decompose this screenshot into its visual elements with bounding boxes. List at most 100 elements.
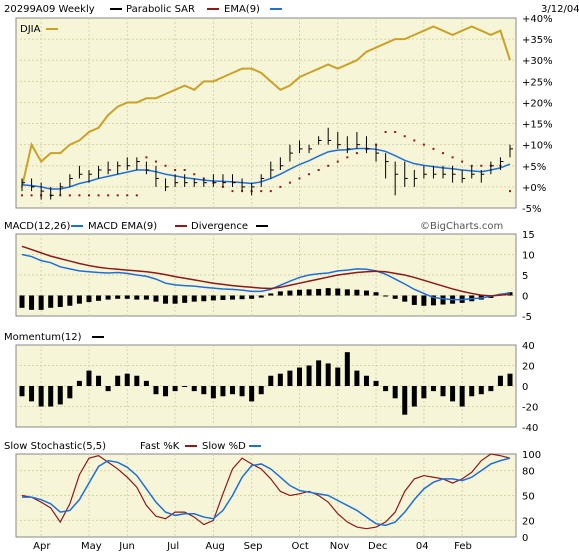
- divergence-bar-40: [402, 295, 408, 302]
- legend-macd-ema: MACD EMA(9): [88, 221, 157, 232]
- momentum-bar-33: [335, 367, 341, 386]
- y-tick-price-4: +20%: [522, 98, 553, 109]
- x-tick-0: Apr: [33, 541, 51, 552]
- divergence-bar-34: [344, 289, 350, 296]
- djia-line: [21, 25, 511, 188]
- x-tick-7: Nov: [330, 541, 350, 552]
- x-tick-5: Sep: [244, 541, 263, 552]
- momentum-bar-0: [19, 386, 25, 397]
- y-tick-macd-2: 5: [522, 271, 528, 282]
- momentum-bar-47: [469, 386, 475, 397]
- momentum-bar-43: [430, 386, 436, 392]
- panel-macd: 15 10 5 0 -5 MACD(12,26) MACD EMA(9) Divergence…: [4, 221, 535, 323]
- momentum-bar-36: [363, 375, 369, 386]
- divergence-bar-14: [153, 295, 159, 302]
- momentum-bar-49: [488, 386, 494, 392]
- divergence-bar-5: [67, 295, 73, 306]
- momentum-bar-37: [373, 380, 379, 386]
- momentum-bar-30: [306, 365, 312, 386]
- momentum-bar-42: [421, 386, 427, 399]
- momentum-bar-41: [411, 386, 417, 407]
- momentum-bar-46: [459, 386, 465, 407]
- divergence-bar-12: [134, 295, 140, 300]
- divergence-bar-8: [96, 295, 102, 301]
- y-tick-price-2: +30%: [522, 56, 553, 67]
- divergence-bar-33: [335, 288, 341, 296]
- divergence-bar-23: [239, 295, 245, 300]
- momentum-bar-5: [67, 386, 73, 399]
- panel-stochastic: 100 80 50 20 0 Slow Stochastic(5,5) Fast %K Slo…: [4, 441, 541, 544]
- momentum-bar-14: [153, 386, 159, 395]
- y-tick-momentum-1: 20: [522, 362, 535, 373]
- x-tick-8: Dec: [368, 541, 387, 552]
- momentum-bar-25: [258, 386, 264, 395]
- price-legend: 20299A09 Weekly Parabolic SAR EMA(9): [4, 4, 282, 15]
- divergence-bar-30: [306, 289, 312, 296]
- momentum-bar-19: [201, 386, 207, 395]
- sar-dot-0: [21, 194, 23, 197]
- y-tick-price-8: +0%: [522, 183, 546, 194]
- sar-dot-30: [308, 173, 311, 176]
- divergence-bar-3: [48, 295, 54, 308]
- divergence-bar-29: [296, 289, 302, 296]
- y-tick-stochastic-4: 0: [522, 533, 528, 544]
- divergence-bar-28: [287, 290, 293, 296]
- legend-fast-k: Fast %K: [140, 441, 180, 452]
- sar-dot-35: [355, 152, 358, 155]
- panels: +40% +35% +30% +25% +20% +15% +10% +5% +0% -5% DJI…: [4, 14, 553, 552]
- legend-ema: EMA(9): [224, 4, 260, 15]
- sar-dot-10: [116, 194, 119, 197]
- y-tick-stochastic-2: 50: [522, 492, 535, 503]
- x-tick-2: Jun: [118, 541, 135, 552]
- momentum-bar-35: [354, 370, 360, 386]
- sar-dot-13: [145, 156, 148, 159]
- divergence-bar-10: [115, 295, 121, 299]
- divergence-bar-39: [392, 295, 398, 299]
- divergence-bar-44: [440, 295, 446, 305]
- sar-dot-15: [164, 164, 167, 167]
- sar-dot-48: [480, 164, 483, 167]
- legend-symbol: 20299A09 Weekly: [4, 4, 95, 15]
- momentum-bar-34: [344, 352, 350, 386]
- momentum-bar-8: [96, 375, 102, 386]
- divergence-bar-15: [163, 295, 169, 304]
- x-tick-1: May: [81, 541, 102, 552]
- sar-dot-41: [413, 139, 416, 142]
- divergence-bar-22: [230, 295, 236, 300]
- sar-dot-18: [193, 173, 196, 176]
- y-tick-macd-3: 0: [522, 292, 528, 303]
- x-tick-6: Oct: [291, 541, 308, 552]
- sar-dot-27: [279, 185, 282, 188]
- momentum-bar-29: [296, 367, 302, 386]
- legend-slow-d: Slow %D: [202, 441, 246, 452]
- y-tick-price-6: +10%: [522, 141, 553, 152]
- momentum-bar-27: [277, 373, 283, 386]
- momentum-bar-11: [124, 373, 130, 386]
- divergence-bar-13: [143, 295, 149, 300]
- djia-label: DJIA: [20, 24, 41, 35]
- momentum-bar-31: [316, 360, 322, 386]
- sar-dot-32: [327, 164, 330, 167]
- sar-dot-11: [126, 194, 129, 197]
- divergence-bar-18: [191, 295, 197, 302]
- divergence-bar-27: [277, 291, 283, 296]
- divergence-bar-0: [19, 295, 25, 308]
- momentum-bar-32: [325, 363, 331, 386]
- y-tick-price-3: +25%: [522, 77, 553, 88]
- momentum-bar-2: [38, 386, 44, 407]
- momentum-bar-6: [76, 380, 82, 386]
- y-tick-price-7: +5%: [522, 162, 546, 173]
- legend-momentum: Momentum(12): [4, 332, 82, 343]
- legend-macd: MACD(12,26): [4, 221, 71, 232]
- momentum-bar-40: [402, 386, 408, 415]
- slow-d-line: [22, 457, 511, 527]
- y-tick-price-9: -5%: [522, 204, 541, 215]
- sar-dot-40: [403, 135, 406, 138]
- momentum-bar-26: [268, 375, 274, 386]
- momentum-bar-20: [210, 386, 216, 399]
- divergence-bar-9: [105, 295, 111, 300]
- divergence-bar-38: [383, 295, 389, 297]
- momentum-bar-38: [383, 386, 389, 392]
- momentum-bar-22: [230, 386, 236, 395]
- y-tick-stochastic-0: 100: [522, 450, 541, 461]
